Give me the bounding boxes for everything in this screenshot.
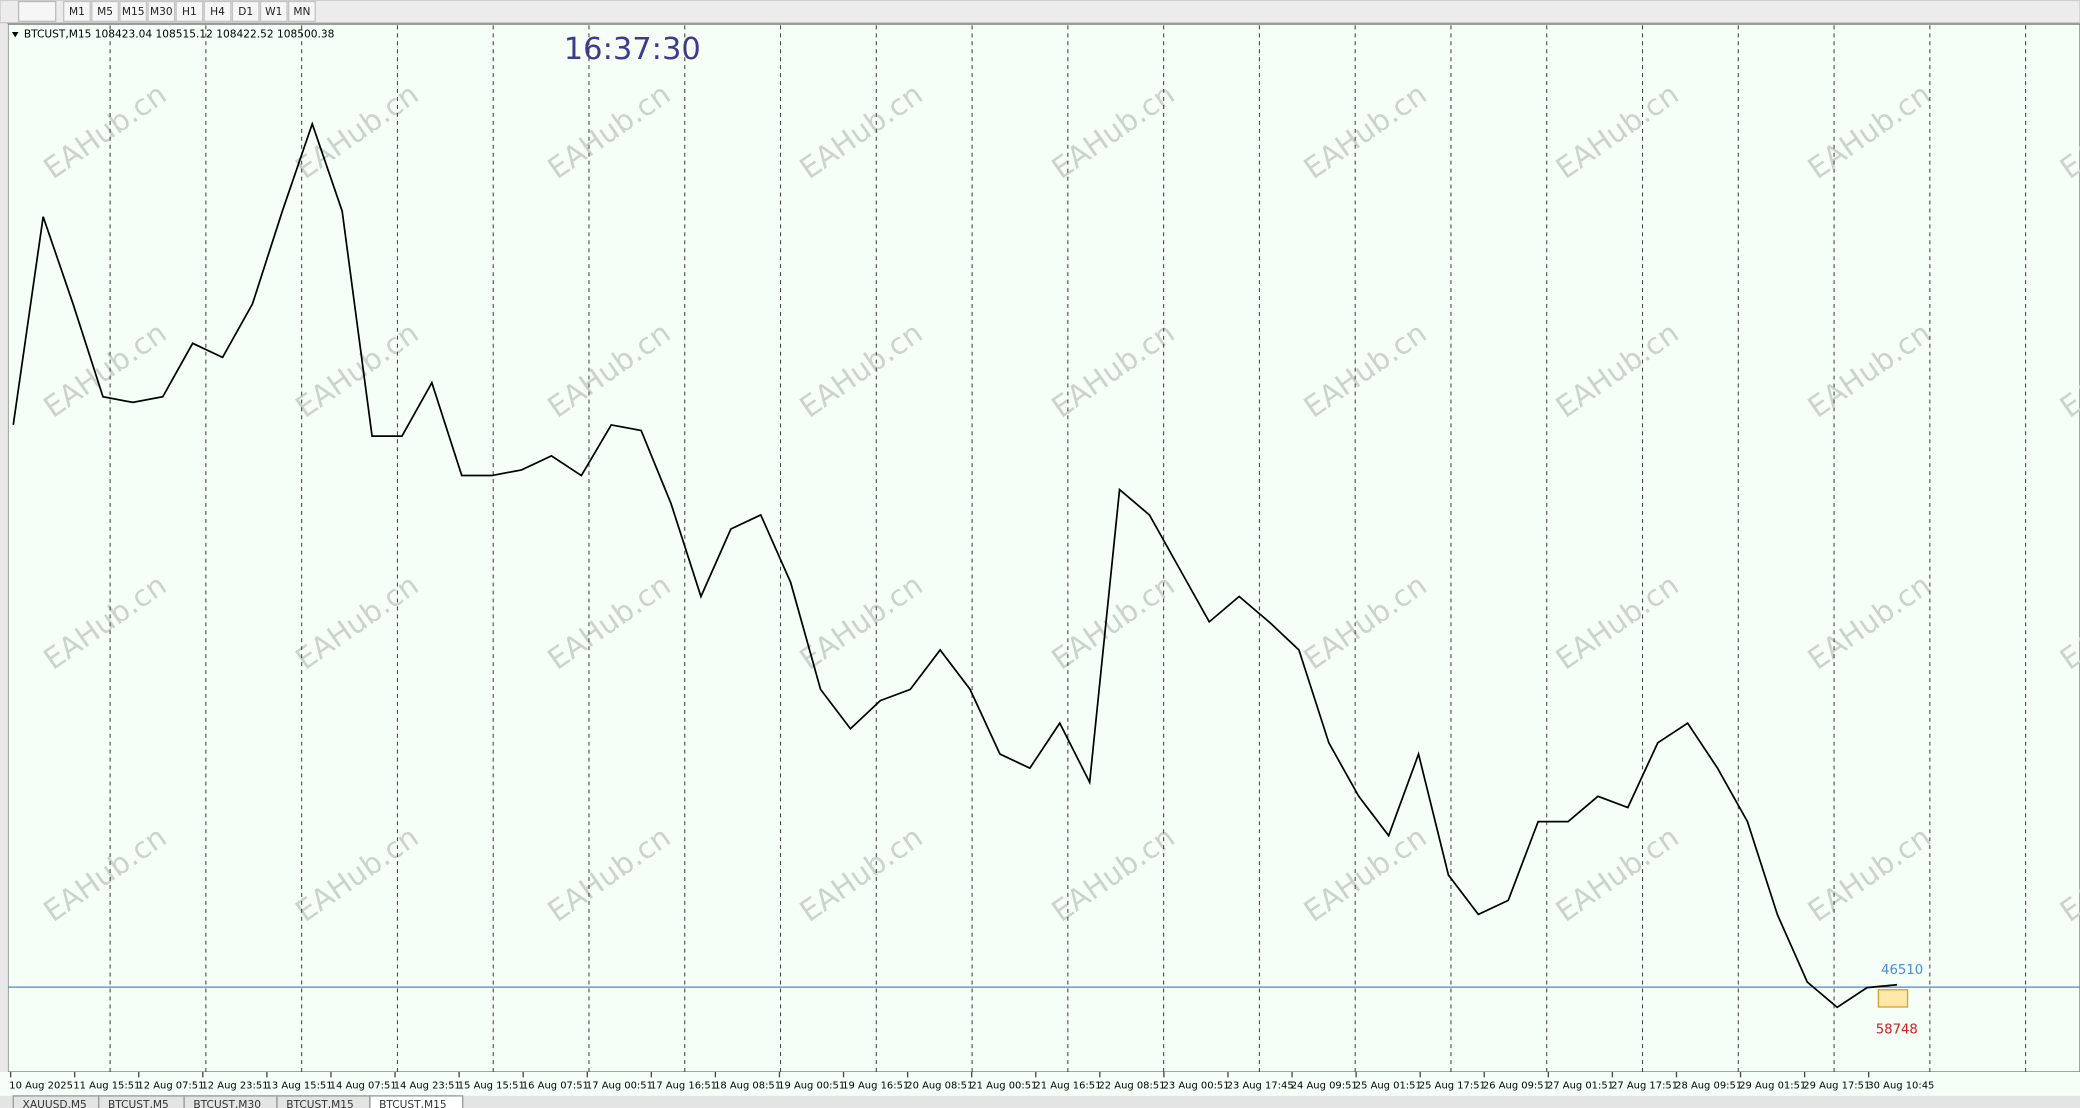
x-tick-label: 12 Aug 07:51 bbox=[137, 1080, 204, 1091]
timeframe-label[interactable]: H1 bbox=[182, 5, 197, 18]
timeframe-button[interactable] bbox=[63, 0, 91, 23]
timeframe-label[interactable]: H4 bbox=[210, 5, 225, 18]
chart-tab-label[interactable]: BTCUST,M15 bbox=[286, 1098, 354, 1108]
x-tick-label: 29 Aug 17:51 bbox=[1803, 1080, 1870, 1091]
timeframe-button[interactable] bbox=[231, 0, 260, 23]
x-tick-label: 21 Aug 16:51 bbox=[1034, 1080, 1101, 1091]
price-label: 58748 bbox=[1876, 1023, 1918, 1038]
x-tick-label: 27 Aug 01:51 bbox=[1547, 1080, 1614, 1091]
chart-area bbox=[7, 23, 2080, 1073]
toolbar bbox=[0, 0, 2080, 24]
x-tick-label: 28 Aug 09:51 bbox=[1675, 1080, 1742, 1091]
x-tick-label: 10 Aug 2025 bbox=[9, 1080, 73, 1091]
x-tick-label: 17 Aug 16:51 bbox=[650, 1080, 717, 1091]
timeframe-button[interactable] bbox=[203, 0, 232, 23]
time-axis bbox=[0, 1072, 2080, 1096]
timeframe-label[interactable]: MN bbox=[293, 5, 310, 18]
x-tick-label: 13 Aug 15:51 bbox=[266, 1080, 333, 1091]
timeframe-label[interactable]: D1 bbox=[238, 5, 253, 18]
chart-tab[interactable] bbox=[369, 1095, 464, 1108]
chart-tab-label[interactable]: BTCUST,M15 bbox=[379, 1098, 447, 1108]
timeframe-button[interactable] bbox=[259, 0, 288, 23]
x-tick-label: 16 Aug 07:51 bbox=[522, 1080, 589, 1091]
x-tick-label: 26 Aug 09:51 bbox=[1483, 1080, 1550, 1091]
x-tick-label: 21 Aug 00:51 bbox=[970, 1080, 1037, 1091]
timeframe-label[interactable]: M1 bbox=[69, 5, 85, 18]
timeframe-label[interactable]: W1 bbox=[265, 5, 282, 18]
price-line bbox=[12, 121, 1898, 1009]
x-tick-label: 19 Aug 16:51 bbox=[842, 1080, 909, 1091]
x-tick-label: 18 Aug 08:51 bbox=[714, 1080, 781, 1091]
clock: 16:37:30 bbox=[564, 32, 701, 67]
timeframe-button[interactable] bbox=[147, 0, 176, 23]
x-tick-label: 17 Aug 00:51 bbox=[586, 1080, 653, 1091]
x-tick-label: 14 Aug 07:51 bbox=[330, 1080, 397, 1091]
x-tick-label: 29 Aug 01:51 bbox=[1739, 1080, 1806, 1091]
x-tick-label: 25 Aug 01:51 bbox=[1355, 1080, 1422, 1091]
timeframe-button[interactable] bbox=[287, 0, 316, 23]
price-box bbox=[1877, 989, 1909, 1008]
x-tick-label: 11 Aug 15:51 bbox=[73, 1080, 140, 1091]
x-tick-label: 27 Aug 17:51 bbox=[1611, 1080, 1678, 1091]
left-border bbox=[0, 24, 8, 1073]
x-tick-label: 15 Aug 15:51 bbox=[458, 1080, 525, 1091]
x-tick-label: 24 Aug 09:51 bbox=[1291, 1080, 1358, 1091]
timeframe-button[interactable] bbox=[119, 0, 148, 23]
x-tick-label: 23 Aug 00:51 bbox=[1163, 1080, 1230, 1091]
x-tick-label: 23 Aug 17:45 bbox=[1227, 1080, 1294, 1091]
timeframe-label[interactable]: M30 bbox=[150, 5, 173, 18]
chart-tab-label[interactable]: BTCUST,M5 bbox=[108, 1098, 169, 1108]
x-tick-label: 20 Aug 08:51 bbox=[906, 1080, 973, 1091]
tab-bar bbox=[0, 1095, 2080, 1108]
chart-tab-label[interactable]: XAUUSD,M5 bbox=[23, 1098, 87, 1108]
x-tick-label: 14 Aug 23:51 bbox=[394, 1080, 461, 1091]
x-tick-label: 25 Aug 17:51 bbox=[1419, 1080, 1486, 1091]
timeframe-button[interactable] bbox=[175, 0, 204, 23]
x-tick-label: 22 Aug 08:51 bbox=[1098, 1080, 1165, 1091]
x-tick-label: 12 Aug 23:51 bbox=[201, 1080, 268, 1091]
header-arrow bbox=[11, 32, 19, 38]
chart-header: BTCUST,M15 108423.04 108515.12 108422.52… bbox=[24, 28, 335, 41]
chart-tab-label[interactable]: BTCUST,M30 bbox=[193, 1098, 261, 1108]
price-label: 46510 bbox=[1881, 963, 1923, 978]
x-tick-label: 19 Aug 00:51 bbox=[778, 1080, 845, 1091]
timeframe-label[interactable]: M5 bbox=[97, 5, 113, 18]
x-tick-label: 30 Aug 10:45 bbox=[1867, 1080, 1934, 1091]
timeframe-label[interactable]: M15 bbox=[122, 5, 145, 18]
timeframe-button[interactable] bbox=[91, 0, 119, 23]
tool-button[interactable] bbox=[17, 0, 57, 23]
